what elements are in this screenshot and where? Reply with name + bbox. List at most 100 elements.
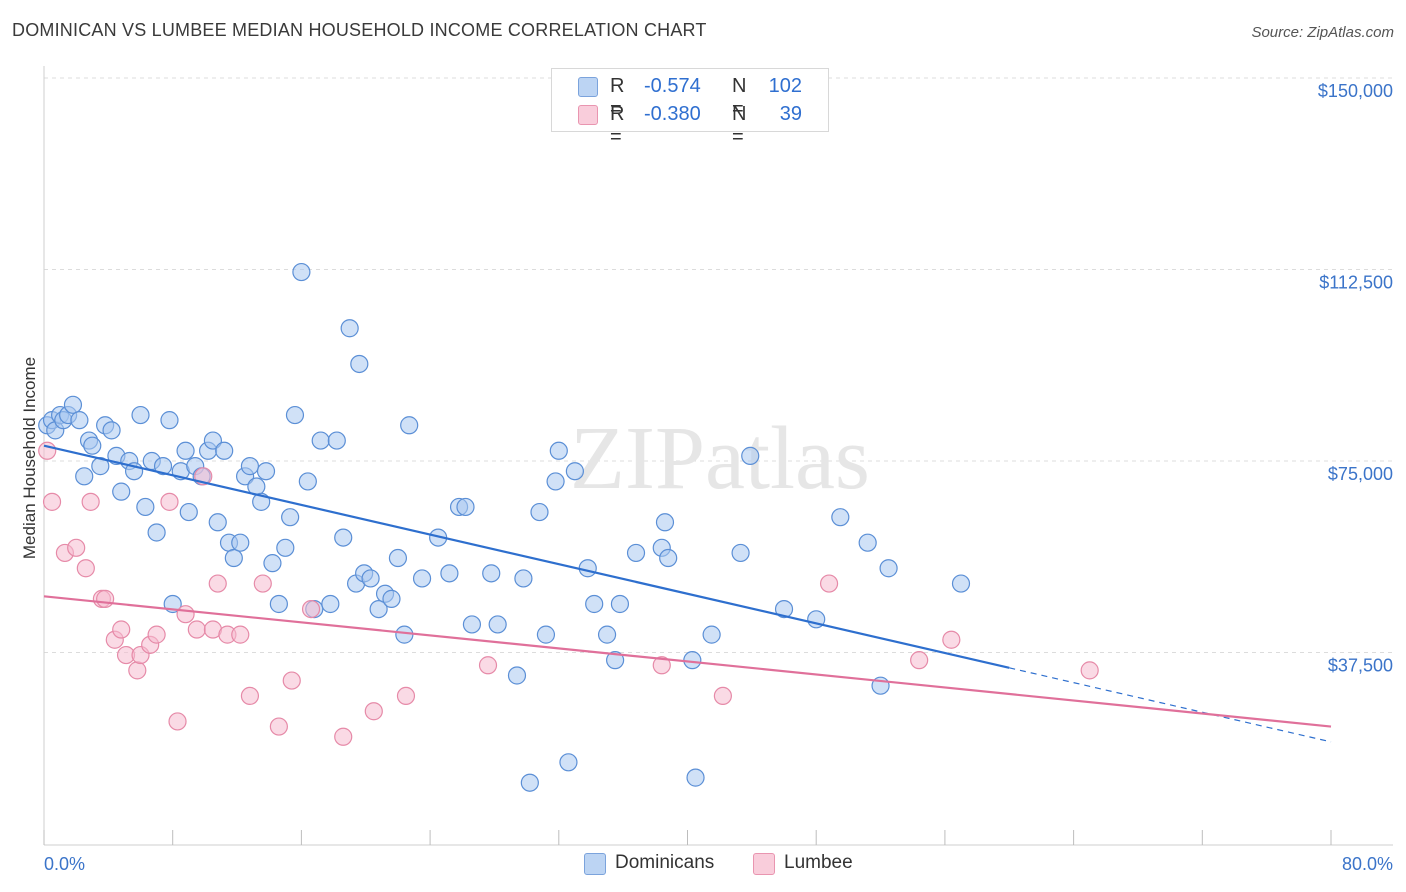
dominicans-trend-line	[43, 444, 1010, 669]
dominican-point	[340, 319, 359, 338]
lumbee-point	[478, 656, 498, 675]
lumbee-point	[208, 574, 227, 593]
dominican-point	[858, 533, 877, 552]
dominican-point	[520, 773, 539, 792]
dominican-point	[83, 436, 102, 455]
lumbee-point	[187, 620, 206, 639]
dominican-point	[231, 533, 250, 552]
dominican-point	[321, 594, 340, 614]
dominican-point	[606, 651, 625, 670]
dominican-point	[514, 569, 533, 588]
lumbee-point	[160, 492, 179, 511]
dominican-point	[482, 564, 501, 583]
x-tick-label-max: 80.0%	[1342, 854, 1393, 874]
lumbee-point	[128, 661, 147, 680]
dominican-point	[879, 559, 898, 578]
dominican-point	[388, 548, 408, 568]
dominican-point	[153, 457, 173, 476]
dominican-point	[102, 421, 121, 440]
lumbee-point	[396, 686, 416, 706]
dominican-point	[147, 523, 166, 542]
dominican-point	[559, 753, 578, 772]
dominican-point	[75, 467, 94, 486]
dominican-point	[530, 502, 549, 522]
dominican-point	[361, 569, 380, 588]
lumbee-point	[652, 656, 671, 675]
dominican-point	[585, 594, 604, 614]
lumbee-point	[176, 605, 195, 624]
dominican-point	[565, 462, 584, 481]
dominican-point	[369, 599, 388, 619]
lumbee-point	[910, 651, 929, 670]
legend-r-label: R =	[610, 103, 625, 148]
trend-lines	[43, 444, 1332, 743]
dominican-point	[176, 441, 195, 460]
lumbee-point	[301, 599, 321, 619]
dominican-point	[597, 625, 617, 644]
lumbee-point	[942, 630, 961, 649]
dominican-point	[400, 416, 419, 435]
lumbee-point	[240, 686, 260, 706]
lumbee-point	[96, 589, 115, 608]
dominican-point	[683, 651, 702, 670]
dominican-point	[462, 615, 482, 634]
lumbee-point	[38, 441, 57, 460]
dominican-point	[224, 548, 243, 568]
dominicans-trend-extension	[1009, 667, 1332, 743]
dominican-point	[610, 594, 630, 614]
y-tick-label: $150,000	[1318, 81, 1393, 101]
dominican-point	[240, 457, 260, 476]
dominican-point	[382, 589, 401, 608]
lumbee-point	[168, 712, 187, 731]
watermark: ZIPatlas	[570, 409, 870, 508]
lumbee-point	[253, 574, 272, 593]
legend-r-label: R =	[610, 75, 625, 120]
legend-swatch-pink	[578, 105, 598, 125]
lumbee-point	[364, 702, 383, 721]
dominican-point	[395, 625, 414, 644]
dominican-point	[136, 497, 155, 517]
x-tick-label-min: 0.0%	[44, 854, 85, 874]
lumbee-point	[112, 620, 131, 639]
dominican-point	[578, 559, 597, 578]
y-tick-label: $112,500	[1319, 273, 1393, 293]
dominican-point	[350, 354, 369, 374]
dominican-point	[655, 513, 675, 532]
dominican-point	[63, 395, 83, 414]
dominican-point	[327, 431, 346, 450]
dominican-point	[298, 472, 317, 491]
lumbee-point	[147, 625, 166, 644]
dominican-point	[285, 405, 305, 425]
dominican-point	[741, 446, 760, 465]
dominican-point	[546, 472, 565, 491]
chart-source: Source: ZipAtlas.com	[1251, 24, 1394, 41]
chart-title: DOMINICAN VS LUMBEE MEDIAN HOUSEHOLD INC…	[12, 20, 707, 40]
series-label-dominicans: Dominicans	[615, 852, 715, 873]
dominican-point	[70, 411, 89, 430]
lumbee-point	[334, 727, 353, 746]
dominican-point	[774, 599, 794, 619]
dominican-point	[112, 482, 131, 501]
lumbee-point	[282, 671, 301, 690]
lumbee-point	[819, 574, 839, 593]
y-axis-label: Median Household Income	[20, 357, 39, 559]
tick-labels: $37,500 $75,000 $112,500 $150,000 0.0% 80.0%	[44, 81, 1393, 874]
dominican-point	[160, 411, 179, 430]
legend-r-value: -0.380	[644, 103, 701, 125]
dominican-point	[831, 508, 850, 527]
dominican-point	[292, 262, 311, 282]
dominican-point	[507, 666, 527, 685]
dominican-point	[203, 431, 223, 450]
dominican-point	[334, 528, 353, 547]
dominican-point	[215, 441, 234, 460]
dominican-point	[208, 513, 227, 532]
lumbee-point	[76, 559, 95, 578]
y-tick-label: $75,000	[1328, 464, 1393, 484]
y-tick-label: $37,500	[1328, 656, 1393, 676]
dominican-point	[659, 548, 678, 568]
dominican-point	[179, 502, 198, 522]
legend-n-label: N =	[732, 75, 747, 120]
lumbee-points	[38, 441, 1099, 746]
gridlines	[44, 77, 1393, 653]
